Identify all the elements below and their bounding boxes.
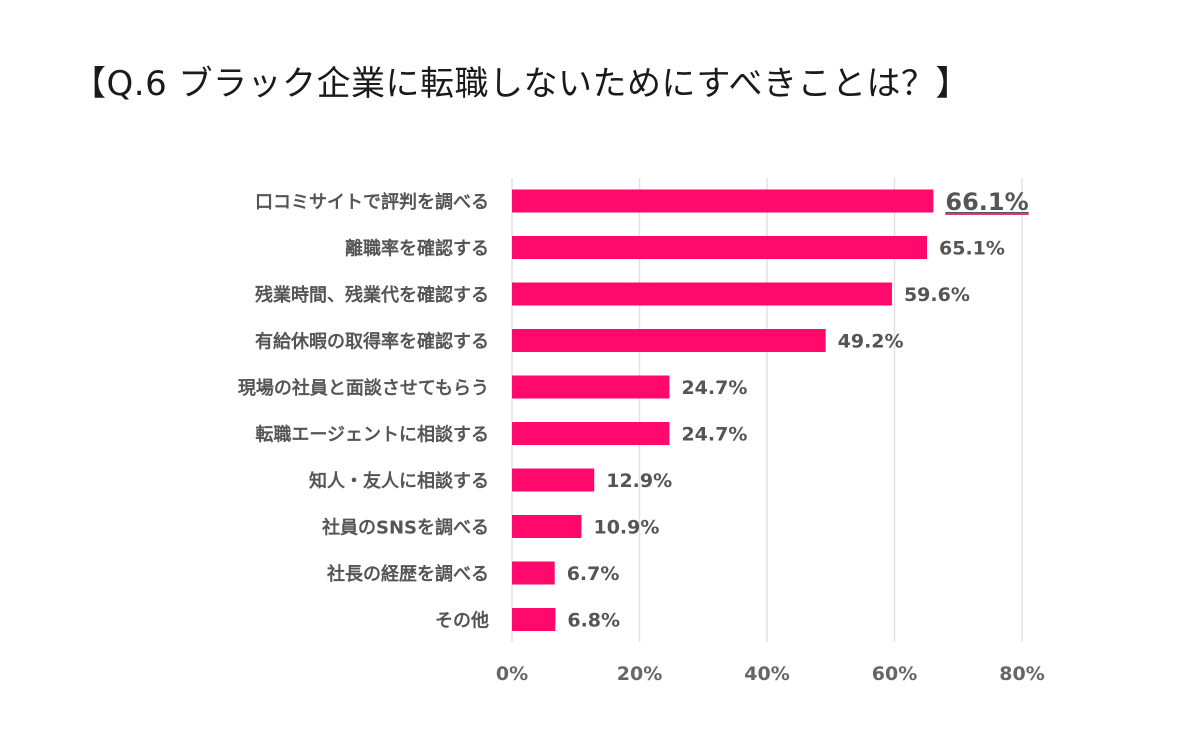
bar-2 <box>512 236 928 259</box>
x-axis-tick-labels: 0% 20% 40% 60% 80% <box>496 663 1045 685</box>
value-label-9: 6.7% <box>567 563 620 585</box>
bar-4 <box>512 329 826 352</box>
value-labels: 66.1% 65.1% 59.6% 49.2% 24.7% 24.7% 12.9% 10.9%… <box>567 188 1029 632</box>
bar-7 <box>512 468 595 492</box>
category-label-6: 転職エージェントに相談する <box>255 424 489 446</box>
value-label-7: 12.9% <box>606 470 672 492</box>
bar-5 <box>512 375 670 399</box>
category-label-2: 離職率を確認する <box>345 238 489 260</box>
value-label-2: 65.1% <box>939 238 1005 260</box>
bar-6 <box>512 422 670 445</box>
value-label-6: 24.7% <box>681 424 747 446</box>
category-label-10: その他 <box>435 610 489 632</box>
x-tick-label-60: 60% <box>872 663 917 685</box>
category-label-8: 社員のSNSを調べる <box>322 517 489 539</box>
bars <box>512 189 934 631</box>
x-tick-label-20: 20% <box>617 663 662 685</box>
highlighted-value-label: 66.1% <box>945 188 1028 216</box>
value-label-5: 24.7% <box>681 377 747 399</box>
category-label-3: 残業時間、残業代を確認する <box>255 284 489 306</box>
category-label-9: 社長の経歴を調べる <box>327 563 489 585</box>
bar-10 <box>512 608 556 631</box>
bar-1 <box>512 189 934 213</box>
bar-3 <box>512 282 892 306</box>
category-label-7: 知人・友人に相談する <box>309 470 489 492</box>
x-tick-label-80: 80% <box>999 663 1044 685</box>
value-label-10: 6.8% <box>567 610 620 632</box>
value-label-8: 10.9% <box>593 517 659 539</box>
bar-8 <box>512 515 582 538</box>
x-tick-label-0: 0% <box>496 663 528 685</box>
bar-9 <box>512 561 555 585</box>
x-tick-label-40: 40% <box>744 663 789 685</box>
category-labels: 口コミサイトで評判を調べる離職率を確認する残業時間、残業代を確認する有給休暇の取… <box>238 191 489 632</box>
chart-title: 【Q.6 ブラック企業に転職しないためにすべきことは？】 <box>72 64 970 104</box>
category-label-5: 現場の社員と面談させてもらう <box>238 377 489 399</box>
category-label-4: 有給休暇の取得率を確認する <box>255 331 489 353</box>
value-label-4: 49.2% <box>838 331 904 353</box>
category-label-1: 口コミサイトで評判を調べる <box>255 191 489 213</box>
value-label-3: 59.6% <box>904 284 970 306</box>
